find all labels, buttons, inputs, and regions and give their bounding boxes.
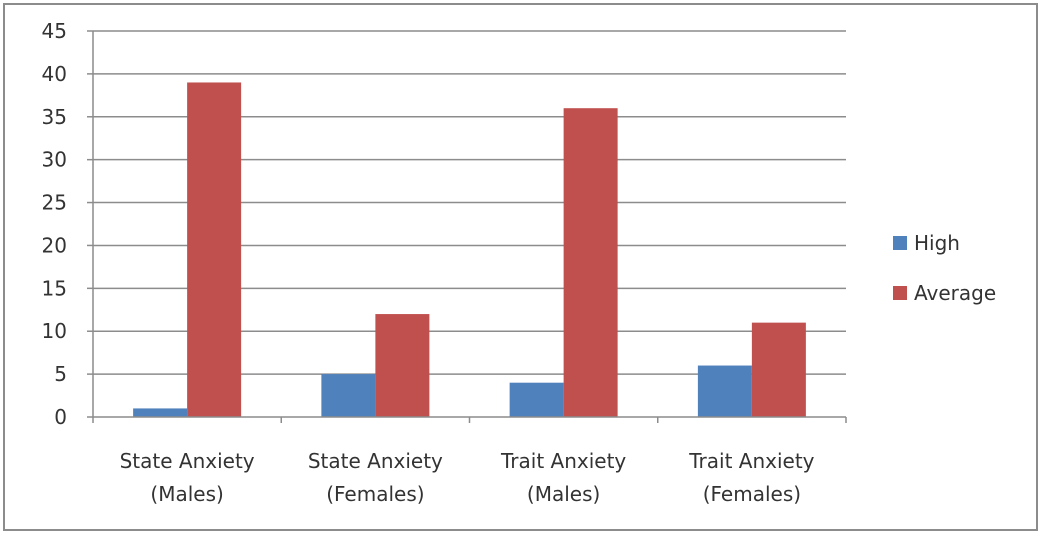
axes: [87, 30, 847, 423]
x-tick-labels: State Anxiety (Males) State Anxiety (Female…: [120, 449, 815, 506]
legend-label-high: High: [914, 231, 960, 255]
bar-average-0: [187, 82, 242, 417]
legend-label-average: Average: [914, 281, 996, 305]
y-tick-label: 30: [42, 148, 67, 172]
y-tick-label: 5: [54, 362, 67, 386]
y-tick-labels: 0 5 10 15 20 25 30 35 40 45: [42, 19, 67, 429]
chart-frame: [3, 3, 1038, 531]
bar-average-3: [751, 322, 806, 417]
legend-swatch-average: [893, 286, 907, 300]
legend-swatch-high: [893, 236, 907, 250]
bars: [133, 82, 806, 417]
legend: High Average: [893, 231, 996, 305]
y-tick-label: 35: [42, 105, 67, 129]
x-tick-label: (Females): [326, 482, 424, 506]
bar-average-1: [375, 314, 430, 417]
x-tick-label: (Males): [150, 482, 223, 506]
bar-high-0: [133, 408, 188, 417]
x-tick-label: Trait Anxiety: [688, 449, 814, 473]
y-tick-label: 40: [42, 62, 67, 86]
y-tick-label: 10: [42, 319, 67, 343]
bar-average-2: [563, 108, 618, 417]
x-tick-label: (Females): [703, 482, 801, 506]
bar-high-2: [509, 382, 564, 417]
y-tick-label: 20: [42, 233, 67, 257]
x-tick-label: State Anxiety: [308, 449, 443, 473]
bar-high-3: [697, 365, 752, 417]
y-tick-label: 45: [42, 19, 67, 43]
bar-high-1: [321, 374, 376, 417]
y-tick-label: 15: [42, 276, 67, 300]
y-tick-label: 25: [42, 191, 67, 215]
x-tick-label: State Anxiety: [120, 449, 255, 473]
y-tick-label: 0: [54, 405, 67, 429]
x-tick-label: (Males): [527, 482, 600, 506]
x-tick-label: Trait Anxiety: [500, 449, 626, 473]
